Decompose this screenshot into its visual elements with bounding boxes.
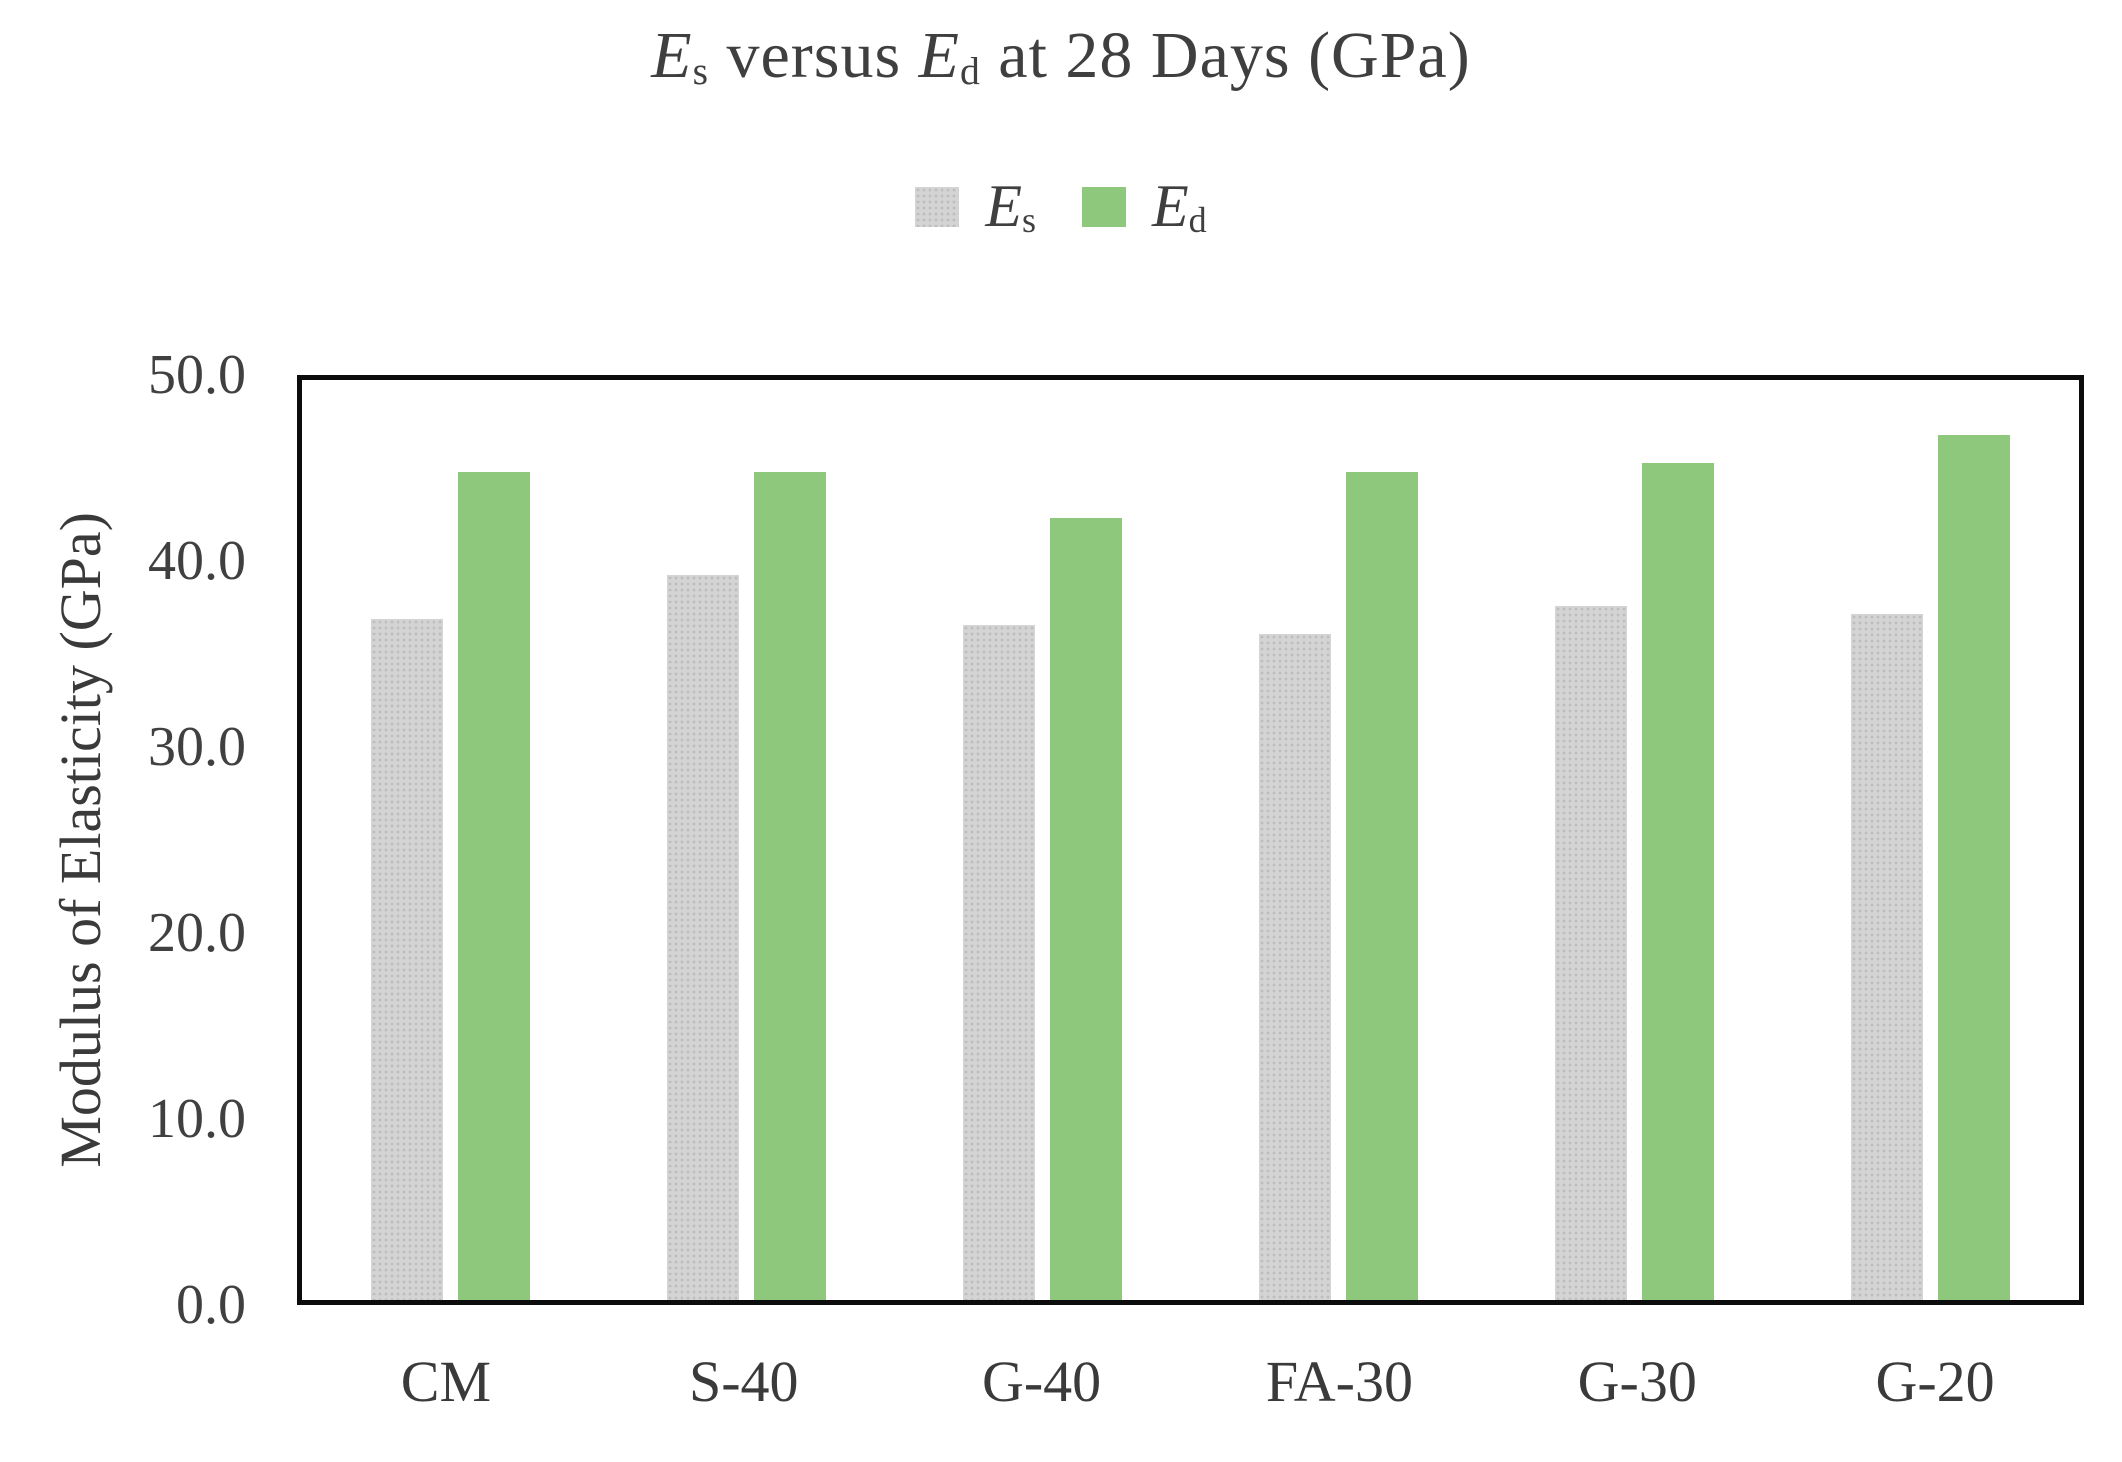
x-label-cm: CM [400, 1349, 492, 1414]
bar-ed-fa-30 [1346, 472, 1419, 1300]
legend-label-subscript: d [1188, 200, 1207, 241]
legend-label: Es [985, 172, 1036, 241]
chart-title-part: E [918, 19, 960, 92]
legend-swatch-ed [1082, 186, 1126, 227]
bar-ed-cm [457, 472, 530, 1300]
bar-es-g-30 [1555, 606, 1628, 1300]
x-label-g-30: G-30 [1577, 1349, 1697, 1414]
bar-group-s-40 [598, 380, 894, 1300]
chart-legend: Es Ed [0, 172, 2122, 241]
bar-ed-g-30 [1642, 462, 1715, 1300]
legend-label-subscript: s [1021, 200, 1036, 241]
bar-es-g-20 [1851, 613, 1924, 1300]
legend-item-ed: Ed [1082, 172, 1207, 241]
bar-es-s-40 [666, 575, 739, 1300]
bar-group-fa-30 [1191, 380, 1487, 1300]
chart-title-part: d [960, 49, 981, 94]
y-tick-label-50.0: 50.0 [148, 344, 246, 406]
legend-item-es: Es [915, 172, 1036, 241]
y-tick-label-10.0: 10.0 [148, 1088, 246, 1150]
y-tick-label-30.0: 30.0 [148, 716, 246, 778]
chart-title: Es versus Ed at 28 Days (GPa) [0, 19, 2122, 94]
chart-title-part: versus [709, 19, 919, 92]
bar-group-g-40 [894, 380, 1190, 1300]
bar-group-cm [302, 380, 598, 1300]
x-label-g-20: G-20 [1875, 1349, 1995, 1414]
legend-label-base: E [985, 173, 1022, 239]
y-axis-ticks: 0.0 10.0 20.0 30.0 40.0 50.0 [0, 344, 246, 1336]
legend-label-base: E [1152, 173, 1189, 239]
bar-group-g-20 [1783, 380, 2079, 1300]
bar-ed-g-40 [1049, 518, 1122, 1300]
chart-title-part: s [692, 49, 710, 94]
y-tick-label-20.0: 20.0 [148, 902, 246, 964]
legend-swatch-es [915, 186, 960, 227]
plot-area [297, 375, 2084, 1305]
x-label-g-40: G-40 [981, 1349, 1102, 1414]
bar-ed-g-20 [1938, 435, 2011, 1300]
x-label-fa-30: FA-30 [1265, 1349, 1413, 1414]
bar-es-cm [370, 619, 443, 1300]
chart-title-part: E [651, 19, 693, 92]
bar-es-g-40 [962, 624, 1035, 1300]
bar-ed-s-40 [753, 472, 826, 1300]
y-tick-label-0.0: 0.0 [176, 1274, 246, 1336]
bar-group-g-30 [1487, 380, 1783, 1300]
bar-es-fa-30 [1259, 633, 1332, 1300]
legend-label: Ed [1152, 172, 1207, 241]
chart-title-part: at 28 Days (GPa) [980, 19, 1471, 92]
y-tick-label-40.0: 40.0 [148, 530, 246, 592]
x-label-s-40: S-40 [688, 1349, 799, 1414]
x-axis-labels: CM S-40 G-40 FA-30 G-30 G-20 [297, 1348, 2084, 1415]
